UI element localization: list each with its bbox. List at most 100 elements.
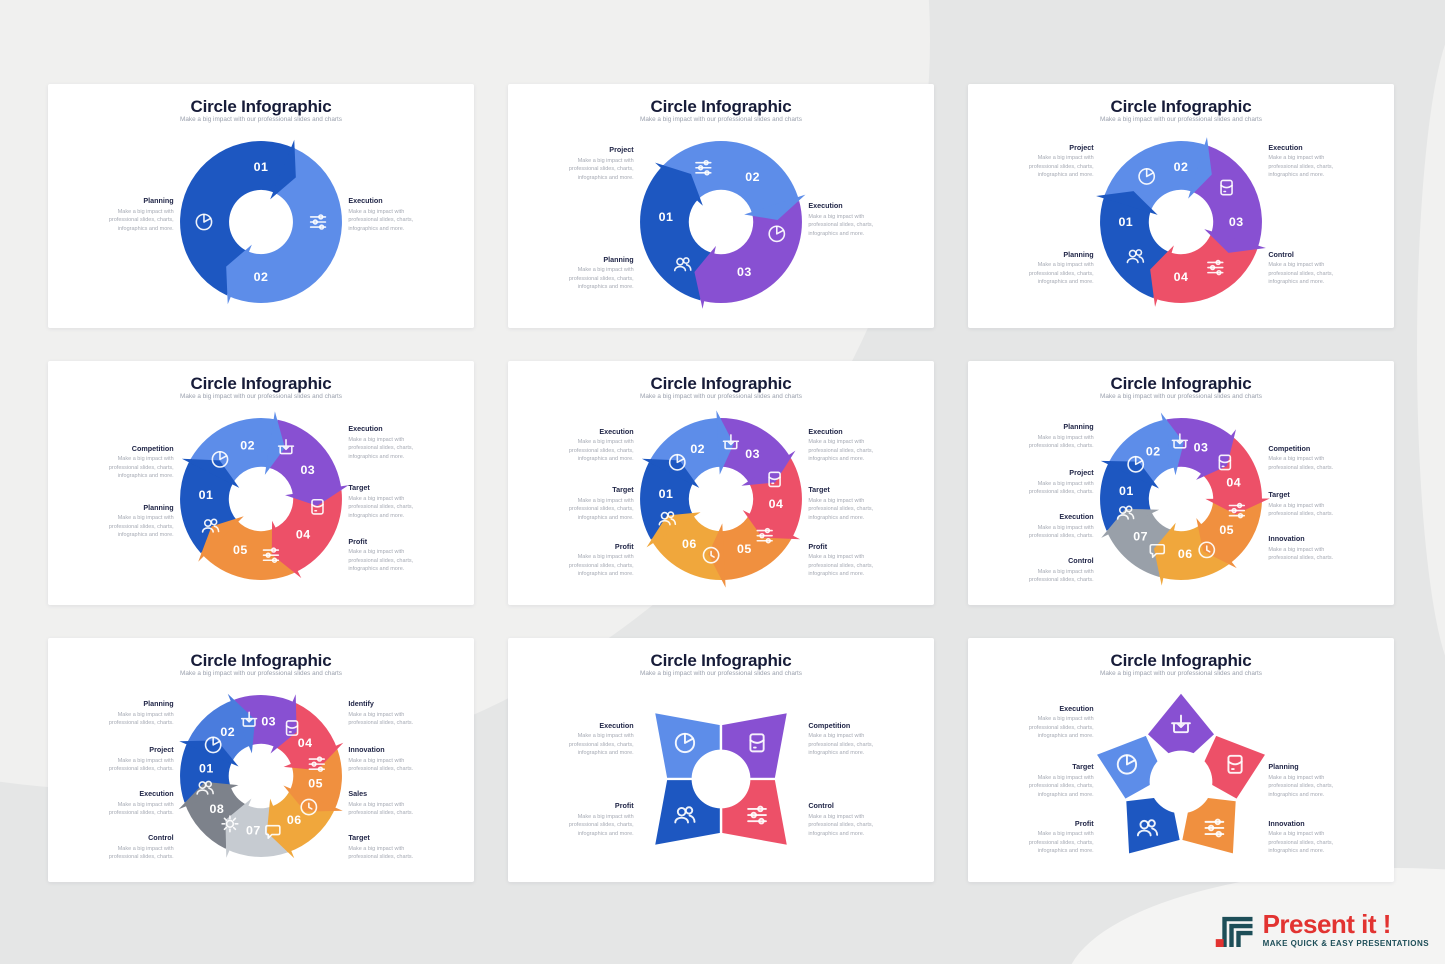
segment-number: 06 — [1178, 547, 1193, 561]
gear-icon — [221, 815, 239, 833]
slide-card-1: Circle Infographic Make a big impact wit… — [48, 84, 474, 328]
label-block: Project Make a big impact with professio… — [1014, 468, 1094, 497]
segment-01 — [640, 164, 713, 301]
label-body: Make a big impact with professional slid… — [808, 497, 874, 521]
segment-number: 01 — [199, 488, 214, 502]
sliders-icon — [695, 159, 712, 176]
label-title: Control — [1268, 249, 1294, 259]
label-block: Profit Make a big impact with profession… — [808, 542, 888, 579]
label-block: Execution Make a big impact with profess… — [1014, 704, 1094, 741]
label-title: Execution — [1059, 703, 1094, 713]
slide-title: Circle Infographic — [650, 97, 792, 116]
pie-chart-icon — [1138, 168, 1156, 185]
segment-03-arrow — [285, 485, 349, 506]
circle-diagram: 01 02 — [180, 139, 342, 305]
segment-number: 02 — [690, 442, 705, 456]
label-body: Make a big impact with professional slid… — [1028, 774, 1094, 798]
label-body: Make a big impact with professional slid… — [1028, 831, 1094, 855]
pie-chart-icon — [1116, 754, 1138, 775]
label-title: Execution — [808, 201, 843, 211]
label-block: Target Make a big impact with profession… — [808, 485, 888, 522]
label-body: Make a big impact with professional slid… — [1268, 546, 1334, 562]
users-icon — [1116, 505, 1135, 520]
segment-number: 06 — [682, 537, 697, 551]
segment-04-arrow — [1150, 245, 1174, 307]
label-title: Execution — [139, 789, 174, 799]
sliders-icon — [1228, 502, 1246, 519]
segment-number: 02 — [1146, 444, 1161, 458]
label-body: Make a big impact with professional slid… — [1268, 831, 1334, 855]
label-block: Execution Make a big impact with profess… — [94, 789, 174, 818]
segment-06 — [1159, 525, 1229, 580]
label-body: Make a big impact with professional slid… — [568, 733, 634, 757]
segment-number: 01 — [199, 761, 214, 775]
sliders-icon — [747, 805, 767, 825]
pie-chart-icon — [204, 736, 222, 754]
label-block: Project Make a big impact with professio… — [94, 745, 174, 774]
pie-chart-icon — [674, 732, 696, 754]
segment-07 — [1106, 511, 1173, 577]
segment-number: 01 — [254, 160, 269, 174]
segment-number: 05 — [1219, 523, 1234, 537]
slide-card-8: Circle Infographic Make a big impact wit… — [508, 638, 934, 882]
label-block: Planning Make a big impact with professi… — [1268, 762, 1348, 799]
segment-number: 02 — [1174, 160, 1189, 174]
label-block: Profit Make a big impact with profession… — [554, 542, 634, 579]
segment-04-arrow — [742, 510, 801, 540]
circle-diagram: 01 02 03 04 05 — [180, 411, 349, 580]
label-title: Profit — [614, 541, 634, 551]
label-body: Make a big impact with professional slid… — [1028, 716, 1094, 740]
users-icon — [673, 257, 692, 272]
segment-02-arrow — [744, 194, 806, 221]
label-block: Planning Make a big impact with professi… — [554, 255, 634, 292]
label-body: Make a big impact with professional slid… — [108, 711, 174, 727]
label-title: Competition — [1268, 443, 1311, 453]
slide-card-7: Circle Infographic Make a big impact wit… — [48, 638, 474, 882]
logo-bracket-outer — [1221, 916, 1253, 947]
segment-05-arrow — [198, 516, 244, 562]
segment-number: 02 — [240, 438, 255, 452]
archive-box-icon — [722, 434, 740, 450]
label-body: Make a big impact with professional slid… — [108, 845, 174, 861]
speech-bubble-icon — [265, 824, 281, 839]
slide-subtitle: Make a big impact with our professional … — [1100, 393, 1262, 400]
envelope-icon — [311, 498, 324, 515]
segment-number: 03 — [1194, 441, 1209, 455]
label-body: Make a big impact with professional slid… — [348, 757, 414, 773]
label-block: Innovation Make a big impact with profes… — [1268, 534, 1348, 563]
label-title: Planning — [1063, 249, 1094, 259]
label-block: Identify Make a big impact with professi… — [348, 699, 428, 728]
segment-number: 07 — [1133, 530, 1148, 544]
brand-logo-mark — [1215, 916, 1253, 947]
segment-number: 02 — [220, 725, 235, 739]
label-block: Planning Make a big impact with professi… — [94, 699, 174, 728]
label-body: Make a big impact with professional slid… — [568, 554, 634, 578]
envelope-icon — [1227, 754, 1243, 774]
label-title: Control — [148, 833, 174, 843]
label-body: Make a big impact with professional slid… — [1268, 456, 1334, 471]
segment-05-arrow — [708, 523, 726, 588]
center-circle — [691, 749, 751, 809]
slide-subtitle: Make a big impact with our professional … — [1100, 670, 1262, 677]
label-body: Make a big impact with professional slid… — [1028, 262, 1094, 286]
label-body: Make a big impact with professional slid… — [1268, 502, 1334, 518]
label-block: Planning Make a big impact with professi… — [94, 503, 174, 540]
segment-number: 03 — [261, 714, 276, 728]
center-circle — [1149, 750, 1213, 814]
slide-title: Circle Infographic — [1110, 374, 1252, 393]
label-title: Planning — [1063, 422, 1094, 431]
segment-06-arrow — [1153, 522, 1176, 586]
label-block: Target Make a big impact with profession… — [1014, 762, 1094, 799]
label-block: Project Make a big impact with professio… — [554, 145, 634, 182]
label-body: Make a big impact with professional slid… — [1028, 155, 1094, 179]
label-block: Innovation Make a big impact with profes… — [1268, 819, 1348, 856]
label-title: Target — [808, 485, 830, 495]
segment-number: 05 — [233, 543, 248, 557]
label-block: Target Make a big impact with profession… — [348, 483, 428, 520]
label-title: Innovation — [348, 745, 385, 755]
label-title: Execution — [348, 424, 383, 434]
segment-number: 01 — [1119, 484, 1134, 498]
label-title: Planning — [143, 196, 174, 206]
circle-diagram — [652, 710, 790, 848]
label-block: Planning Make a big impact with professi… — [1014, 422, 1094, 451]
